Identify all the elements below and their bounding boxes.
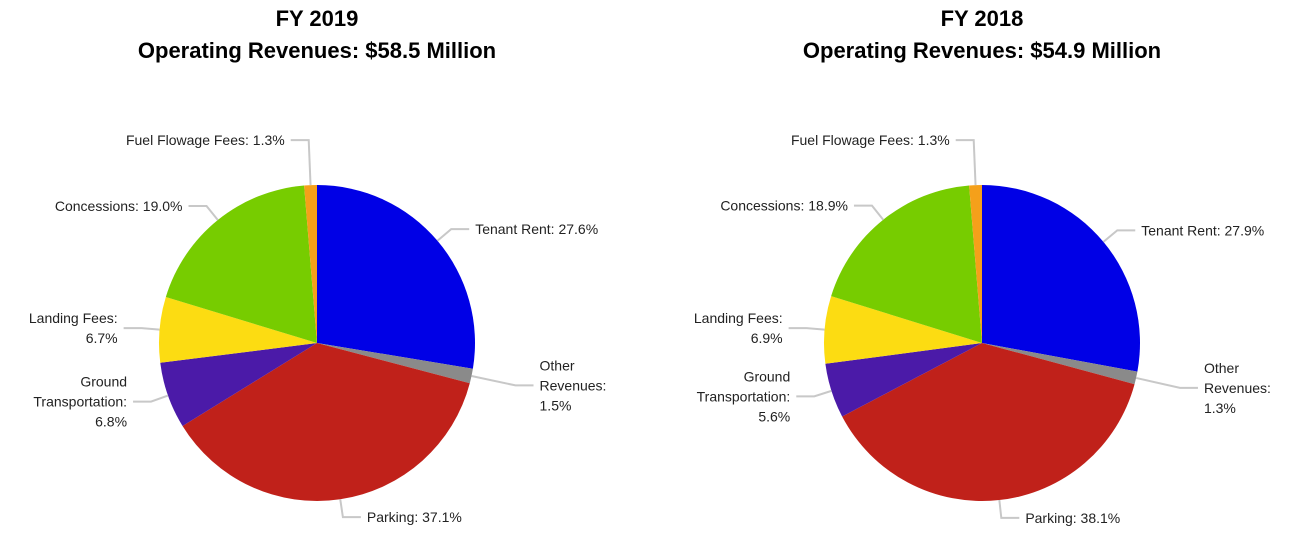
slice-label: Ground Transportation: 5.6% bbox=[697, 368, 791, 424]
pie-slice bbox=[317, 185, 476, 369]
pie-slice bbox=[982, 184, 1141, 372]
leader-line bbox=[853, 204, 884, 221]
pie-slice bbox=[824, 296, 982, 364]
label-line: 6.7% bbox=[86, 330, 118, 346]
chart-subtitle: Operating Revenues: $58.5 Million bbox=[138, 38, 496, 63]
chart-title: FY 2019 bbox=[276, 6, 359, 31]
label-line: Revenues: bbox=[540, 377, 607, 393]
label-line: Fuel Flowage Fees: 1.3% bbox=[126, 132, 285, 148]
label-line: Ground bbox=[744, 368, 791, 384]
leader-line bbox=[955, 139, 977, 186]
label-line: 1.5% bbox=[540, 397, 572, 413]
label-line: Transportation: bbox=[697, 388, 791, 404]
slice-label: Landing Fees: 6.7% bbox=[29, 310, 118, 346]
pie-slice bbox=[825, 343, 982, 417]
label-line: Landing Fees: bbox=[694, 310, 783, 326]
pie-slice bbox=[160, 343, 317, 426]
label-line: Ground bbox=[80, 374, 127, 390]
label-line: Tenant Rent: 27.9% bbox=[1141, 222, 1264, 238]
slice-label: Concessions: 18.9% bbox=[720, 198, 848, 214]
label-line: Parking: 37.1% bbox=[367, 509, 462, 525]
label-line: Concessions: 19.0% bbox=[55, 198, 183, 214]
slice-label: Other Revenues: 1.3% bbox=[1204, 360, 1271, 416]
pie-slice bbox=[831, 185, 982, 343]
leader-line bbox=[998, 499, 1020, 519]
slice-label: Concessions: 19.0% bbox=[55, 198, 183, 214]
pie-slice bbox=[159, 297, 317, 363]
slice-label: Fuel Flowage Fees: 1.3% bbox=[791, 132, 950, 148]
slice-label: Parking: 37.1% bbox=[367, 509, 462, 525]
chart-subtitle: Operating Revenues: $54.9 Million bbox=[803, 38, 1161, 63]
leader-line bbox=[290, 139, 312, 186]
leader-line bbox=[339, 499, 361, 519]
leader-line bbox=[123, 327, 160, 331]
label-line: Landing Fees: bbox=[29, 310, 118, 326]
label-line: 1.3% bbox=[1204, 400, 1236, 416]
pie-slice bbox=[969, 185, 982, 343]
pie-slice bbox=[182, 343, 470, 501]
chart-title: FY 2018 bbox=[941, 6, 1024, 31]
label-line: Other bbox=[540, 357, 575, 373]
label-line: Transportation: bbox=[33, 394, 127, 410]
leader-line bbox=[796, 389, 832, 398]
slice-label: Tenant Rent: 27.6% bbox=[475, 221, 598, 237]
slice-label: Ground Transportation: 6.8% bbox=[33, 374, 127, 430]
pie-slice bbox=[982, 343, 1138, 385]
slice-label: Fuel Flowage Fees: 1.3% bbox=[126, 132, 285, 148]
leader-line bbox=[133, 394, 169, 403]
label-line: 6.8% bbox=[95, 414, 127, 430]
label-line: Parking: 38.1% bbox=[1025, 510, 1120, 526]
leader-line bbox=[436, 228, 470, 242]
pie-slice bbox=[165, 185, 317, 343]
label-line: 6.9% bbox=[751, 330, 783, 346]
leader-line bbox=[1102, 229, 1136, 243]
leader-line bbox=[1135, 376, 1198, 389]
slice-label: Parking: 38.1% bbox=[1025, 510, 1120, 526]
slice-label: Landing Fees: 6.9% bbox=[694, 310, 783, 346]
label-line: Tenant Rent: 27.6% bbox=[475, 221, 598, 237]
label-line: Revenues: bbox=[1204, 380, 1271, 396]
leader-line bbox=[788, 327, 825, 331]
pie-slice bbox=[842, 343, 1135, 502]
label-line: 5.6% bbox=[758, 408, 790, 424]
leader-line bbox=[188, 204, 219, 221]
pie-slice bbox=[317, 343, 473, 384]
label-line: Other bbox=[1204, 360, 1239, 376]
label-line: Fuel Flowage Fees: 1.3% bbox=[791, 132, 950, 148]
pie-slice bbox=[304, 185, 317, 343]
slice-label: Tenant Rent: 27.9% bbox=[1141, 222, 1264, 238]
slice-label: Other Revenues: 1.5% bbox=[540, 357, 607, 413]
leader-line bbox=[471, 375, 534, 387]
label-line: Concessions: 18.9% bbox=[720, 198, 848, 214]
